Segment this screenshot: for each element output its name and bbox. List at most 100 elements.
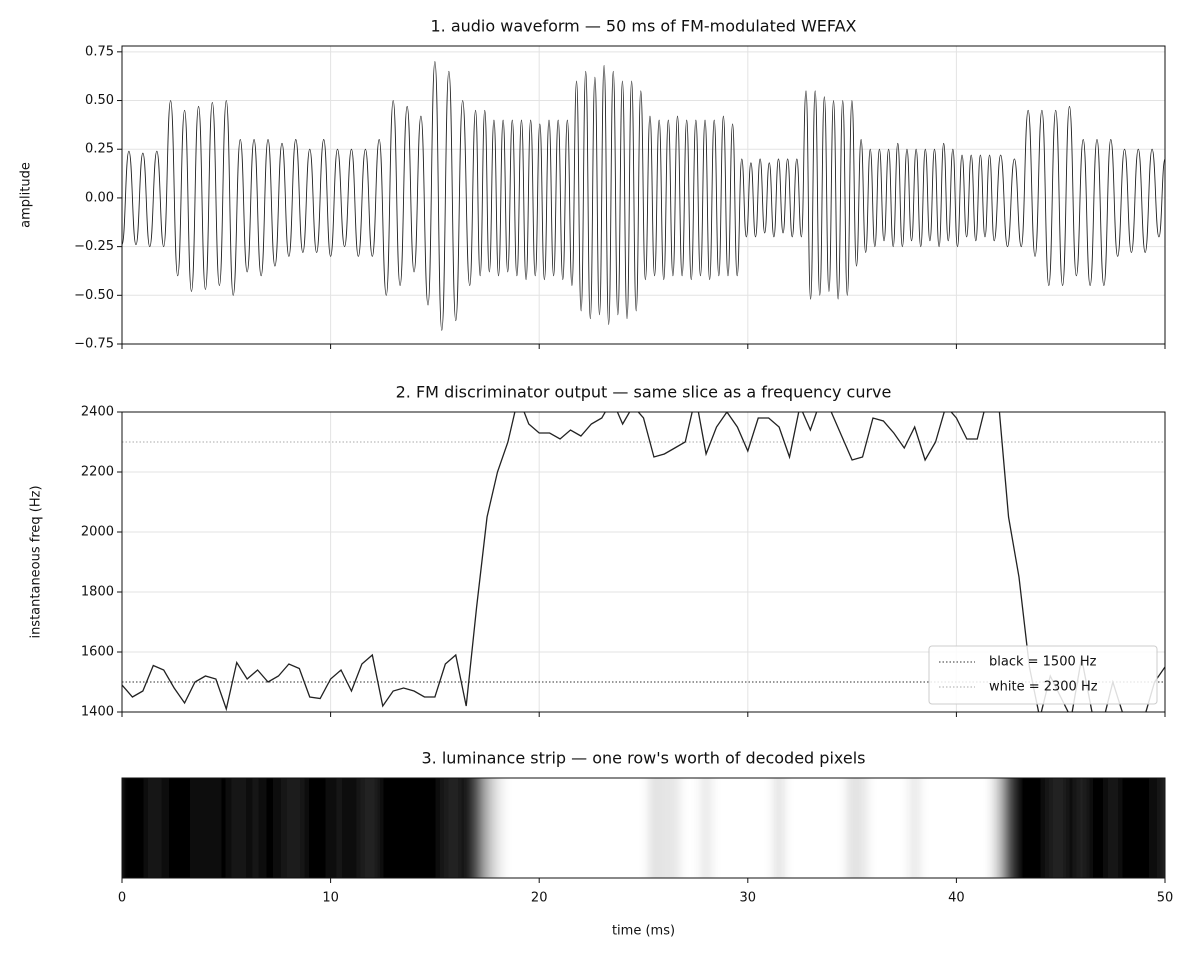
pixel: [137, 778, 149, 878]
x-tick-label: 10: [322, 891, 339, 906]
pixel: [241, 778, 253, 878]
pixel: [314, 778, 326, 878]
pixel: [972, 778, 984, 878]
luminance-strip: [122, 778, 1165, 878]
pixel: [1107, 778, 1119, 878]
pixel: [283, 778, 295, 878]
pixel: [471, 778, 483, 878]
pixel: [951, 778, 963, 878]
pixel: [544, 778, 556, 878]
pixel: [596, 778, 608, 878]
pixel: [586, 778, 598, 878]
legend-box: [928, 645, 1158, 705]
pixel: [429, 778, 441, 878]
y-tick-label: 0.50: [85, 93, 114, 108]
legend-label: white = 2300 Hz: [989, 680, 1098, 695]
pixel: [1149, 778, 1161, 878]
pixel: [1128, 778, 1140, 878]
x-tick-label: 50: [1157, 891, 1174, 906]
pixel: [680, 778, 692, 878]
y-tick-label: 2200: [81, 465, 114, 480]
axes-frame: [121, 411, 1166, 713]
pixel: [575, 778, 587, 878]
pixel: [794, 778, 806, 878]
pixel: [826, 778, 838, 878]
chart-title: 3. luminance strip — one row's worth of …: [421, 749, 865, 768]
pixel: [419, 778, 431, 878]
pixel: [805, 778, 817, 878]
x-tick-label: 40: [948, 891, 965, 906]
pixel: [878, 778, 890, 878]
pixel: [961, 778, 973, 878]
x-axis-label: time (ms): [612, 924, 675, 939]
pixel: [294, 778, 306, 878]
pixel: [158, 778, 170, 878]
pixel: [836, 778, 848, 878]
pixel: [669, 778, 681, 878]
pixel: [1159, 778, 1165, 878]
pixel: [992, 778, 1004, 878]
y-tick-label: 0.25: [85, 142, 114, 157]
pixel: [554, 778, 566, 878]
pixel: [189, 778, 201, 878]
pixel: [1003, 778, 1015, 878]
pixel: [335, 778, 347, 878]
pixel: [481, 778, 493, 878]
pixel: [606, 778, 619, 878]
pixel: [919, 778, 931, 878]
pixel: [1045, 778, 1057, 878]
pixel: [127, 778, 139, 878]
pixel: [690, 778, 702, 878]
y-tick-label: 2400: [81, 405, 114, 420]
pixel: [638, 778, 650, 878]
pixel: [784, 778, 796, 878]
pixel: [1065, 778, 1077, 878]
pixel: [565, 778, 577, 878]
y-tick-label: 1800: [81, 585, 114, 600]
pixel: [753, 778, 765, 878]
legend: black = 1500 Hz white = 2300 Hz: [928, 645, 1158, 705]
plot-area: [122, 46, 1165, 344]
pixel: [513, 778, 525, 878]
pixel: [742, 778, 754, 878]
pixel: [387, 778, 399, 878]
pixel: [627, 778, 639, 878]
pixel: [367, 778, 379, 878]
y-tick-label: −0.25: [74, 239, 114, 254]
y-tick-label: 1600: [81, 645, 114, 660]
x-tick-label: 20: [531, 891, 548, 906]
pixel: [179, 778, 191, 878]
pixel: [659, 778, 671, 878]
pixel: [460, 778, 473, 878]
y-axis-label: amplitude: [19, 162, 34, 228]
y-axis-label: instantaneous freq (Hz): [29, 485, 44, 638]
pixel: [1024, 778, 1036, 878]
pixel: [325, 778, 337, 878]
pixel: [231, 778, 243, 878]
pixel: [1013, 778, 1025, 878]
pixel: [982, 778, 994, 878]
pixel: [492, 778, 504, 878]
pixel: [763, 778, 775, 878]
pixel: [700, 778, 712, 878]
pixel: [1118, 778, 1130, 878]
pixel: [1034, 778, 1046, 878]
pixel: [909, 778, 921, 878]
pixel: [1076, 778, 1088, 878]
chart-title: 1. audio waveform — 50 ms of FM-modulate…: [430, 17, 856, 36]
pixel: [773, 778, 785, 878]
pixel: [148, 778, 160, 878]
data-line: [122, 412, 1165, 712]
y-tick-label: 2000: [81, 525, 114, 540]
pixel: [617, 778, 629, 878]
pixel: [846, 778, 858, 878]
pixel: [502, 778, 514, 878]
y-tick-label: 1400: [81, 705, 114, 720]
pixel: [940, 778, 952, 878]
pixel: [533, 778, 546, 878]
pixel: [930, 778, 942, 878]
pixel: [648, 778, 660, 878]
pixel: [857, 778, 869, 878]
pixel: [1138, 778, 1150, 878]
